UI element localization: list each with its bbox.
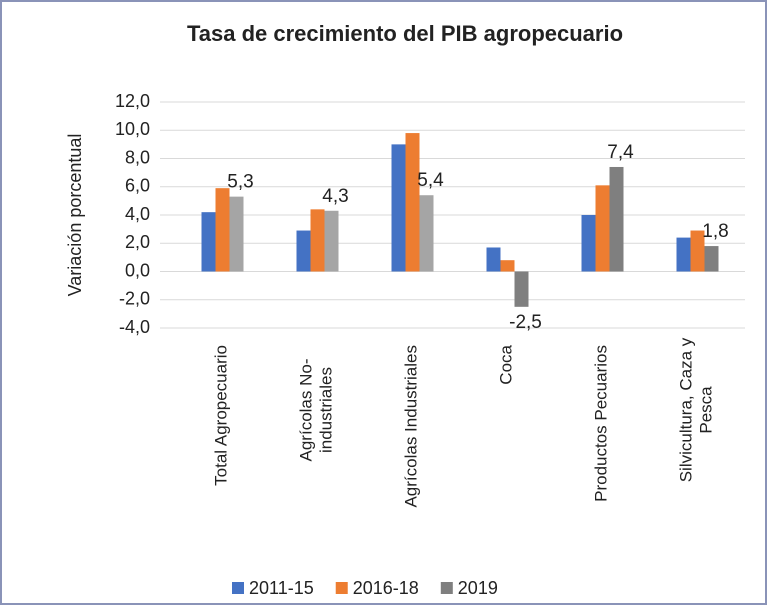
bar bbox=[419, 195, 434, 272]
y-tick-label: 0,0 bbox=[125, 260, 150, 280]
bar bbox=[704, 246, 719, 272]
legend-swatch bbox=[440, 582, 453, 594]
bar bbox=[486, 247, 501, 272]
bar bbox=[229, 196, 244, 272]
bar bbox=[514, 271, 529, 307]
data-label: 5,4 bbox=[417, 170, 444, 191]
data-label: 5,3 bbox=[227, 172, 253, 193]
y-tick-label: -4,0 bbox=[119, 317, 150, 337]
bar bbox=[310, 209, 325, 272]
bar bbox=[215, 188, 230, 272]
bar bbox=[676, 237, 691, 272]
bar bbox=[324, 210, 339, 272]
bar bbox=[405, 133, 420, 272]
x-tick-label: Coca bbox=[497, 344, 516, 384]
bar bbox=[296, 230, 311, 272]
legend-swatch bbox=[335, 582, 348, 594]
y-tick-label: 10,0 bbox=[115, 119, 150, 139]
legend-label: 2016-18 bbox=[353, 578, 419, 598]
x-tick-label: Productos Pecuarios bbox=[592, 345, 611, 502]
y-tick-label: 12,0 bbox=[115, 91, 150, 111]
x-tick-label: Agrícolas No-industriales bbox=[297, 359, 336, 462]
data-label: -2,5 bbox=[509, 312, 542, 333]
bar bbox=[609, 166, 624, 272]
x-tick-label: Agrícolas Industriales bbox=[402, 345, 421, 508]
y-tick-label: 2,0 bbox=[125, 232, 150, 252]
data-label: 7,4 bbox=[607, 142, 634, 163]
y-tick-label: 6,0 bbox=[125, 176, 150, 196]
y-tick-label: 4,0 bbox=[125, 204, 150, 224]
bar bbox=[595, 185, 610, 272]
bar bbox=[500, 260, 515, 272]
legend-label: 2011-15 bbox=[249, 578, 314, 598]
y-tick-label: 8,0 bbox=[125, 147, 150, 167]
bar bbox=[201, 212, 216, 272]
legend-swatch bbox=[232, 582, 244, 594]
data-label: 1,8 bbox=[702, 221, 728, 242]
y-tick-label: -2,0 bbox=[119, 289, 150, 309]
bar bbox=[391, 144, 406, 272]
y-axis-label: Variación porcentual bbox=[65, 134, 85, 297]
x-tick-label: Silvicultura, Caza yPesca bbox=[677, 337, 716, 482]
legend-label: 2019 bbox=[458, 578, 498, 598]
bar bbox=[690, 230, 705, 272]
bar bbox=[581, 215, 596, 272]
x-tick-label: Total Agropecuario bbox=[212, 345, 231, 486]
data-label: 4,3 bbox=[322, 186, 348, 207]
chart-title: Tasa de crecimiento del PIB agropecuario bbox=[187, 21, 623, 46]
